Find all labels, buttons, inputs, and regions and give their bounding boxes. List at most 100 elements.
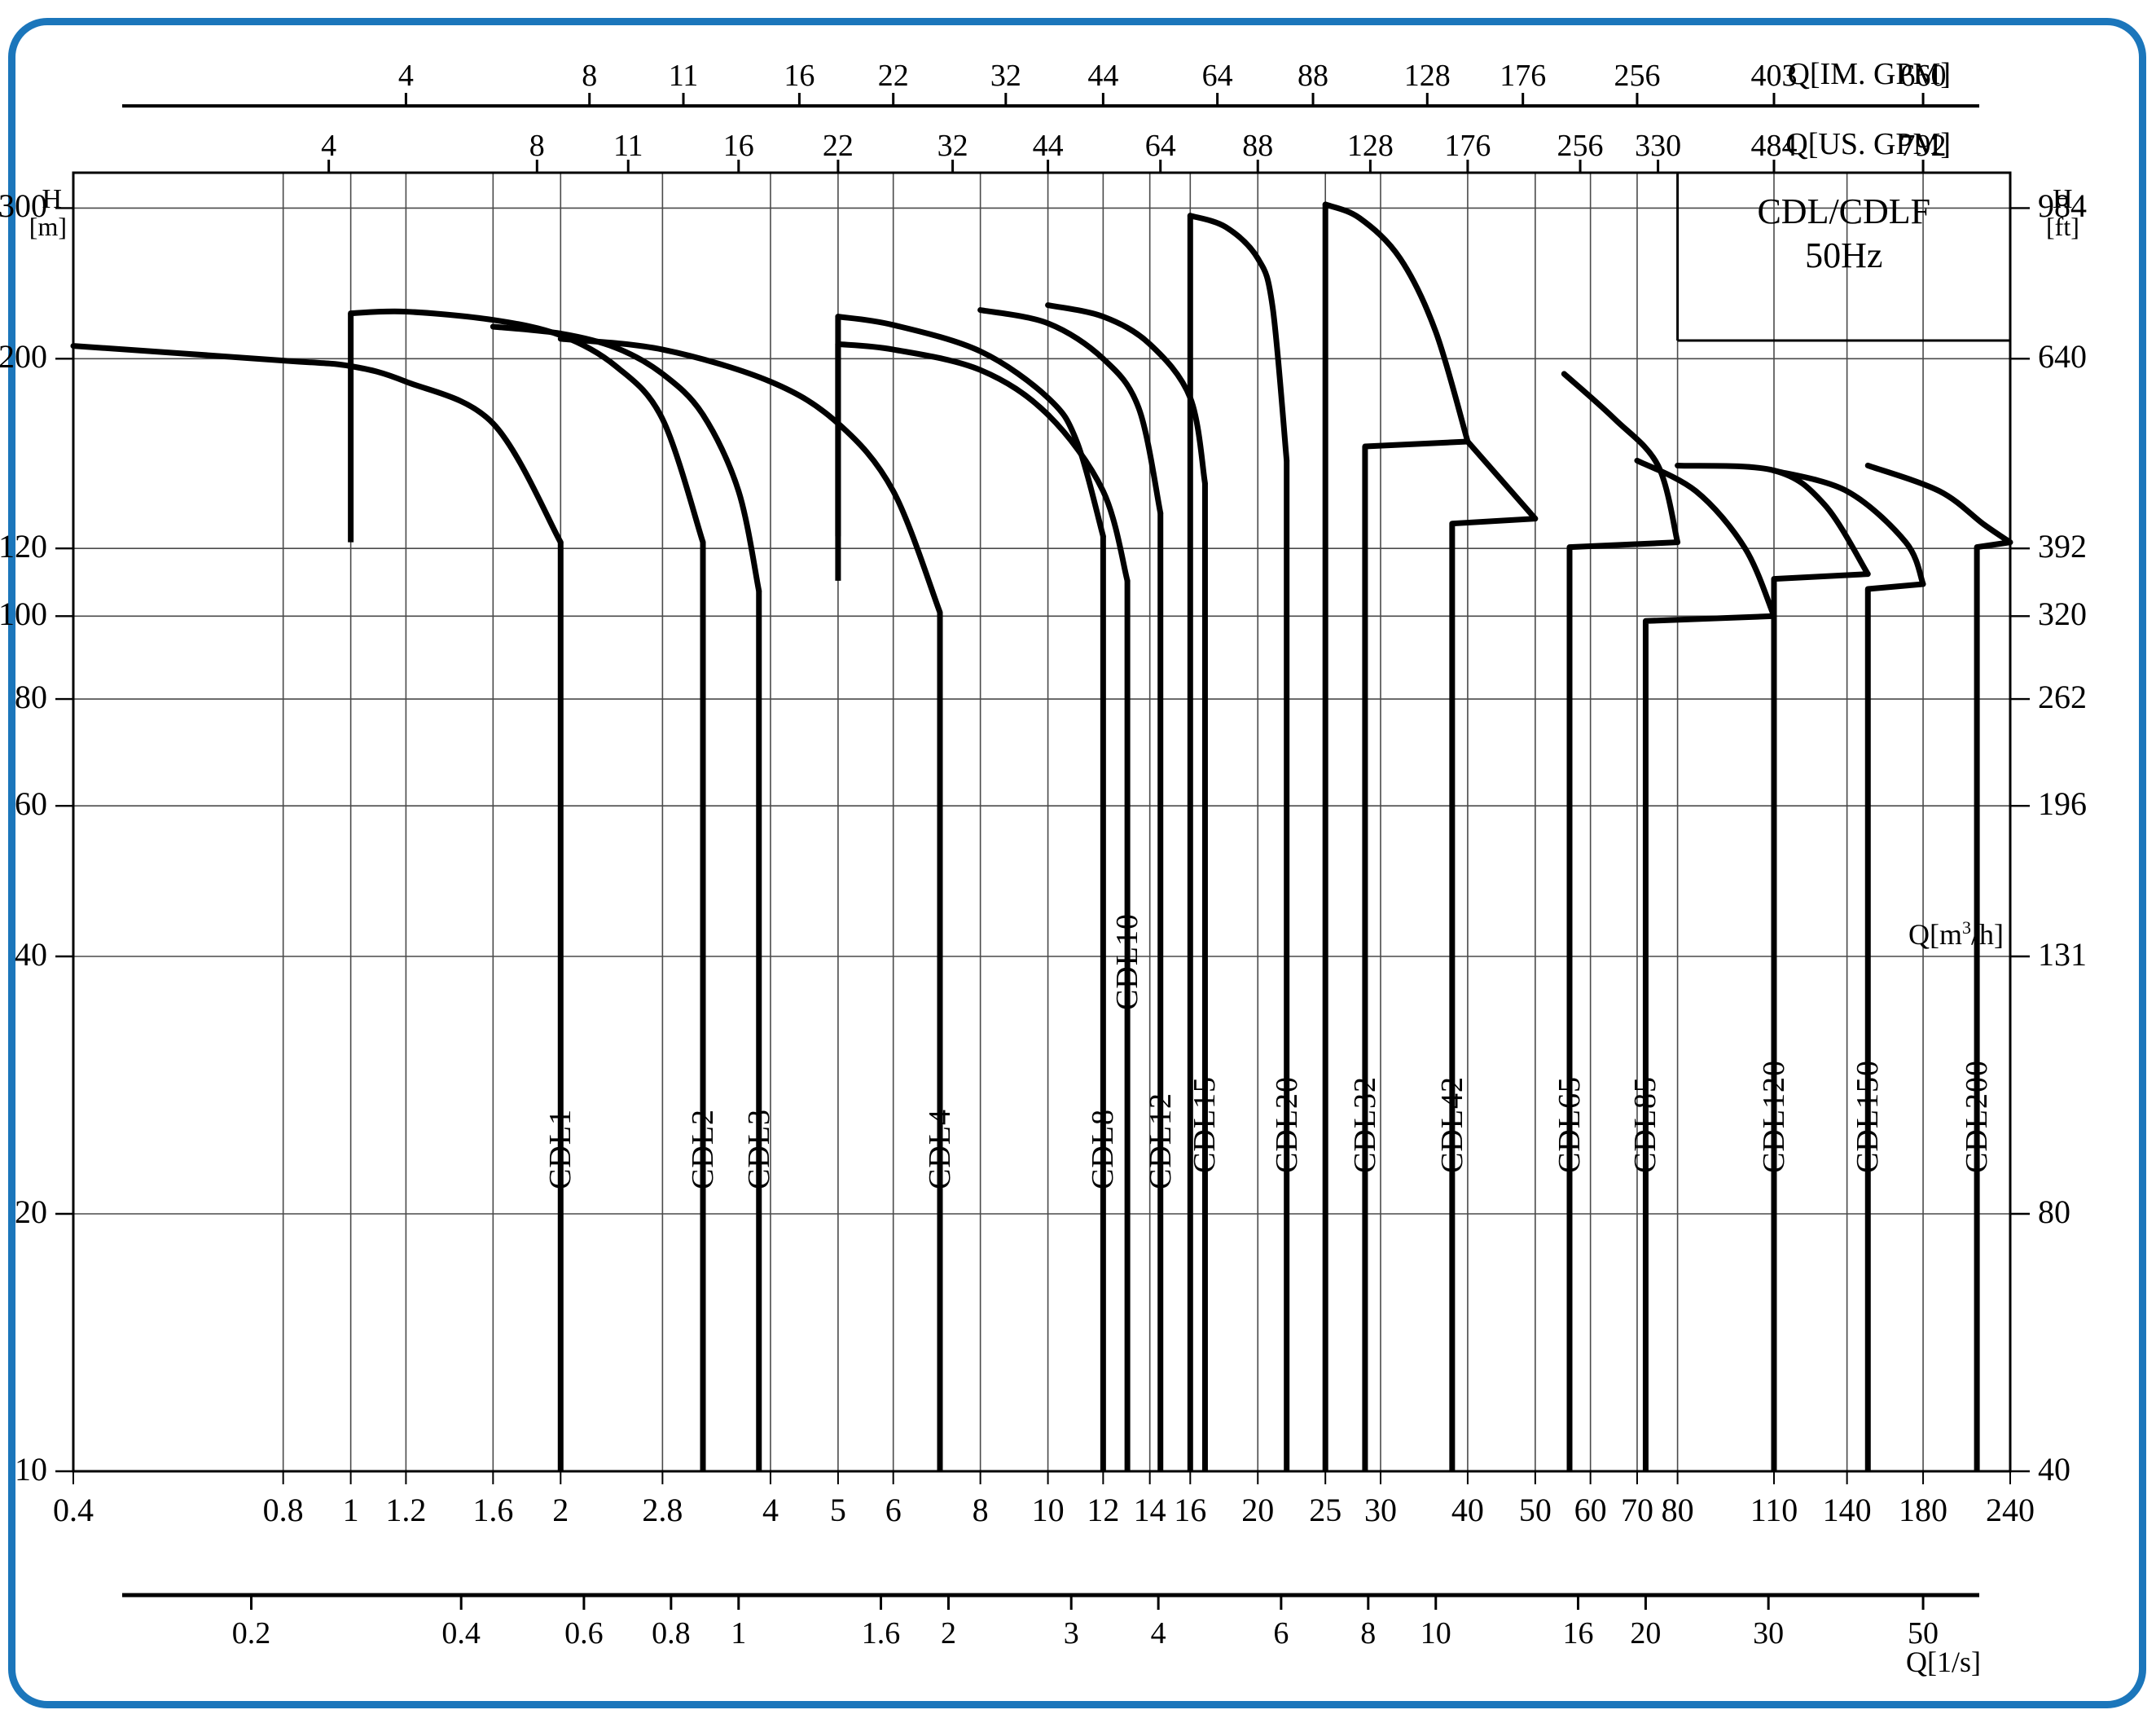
h-right-tick: 984 xyxy=(2038,187,2087,225)
q-ls-tick: 3 xyxy=(1063,1616,1079,1650)
h-right-tick: 131 xyxy=(2038,936,2087,973)
curve-label-cdl3: CDL3 xyxy=(741,1109,776,1189)
im-gpm-tick: 44 xyxy=(1087,59,1119,93)
q-ls-tick: 30 xyxy=(1753,1616,1785,1650)
q-ls-tick: 0.2 xyxy=(231,1616,271,1650)
q-m3h-tick: 110 xyxy=(1750,1492,1798,1528)
us-gpm-tick: 484 xyxy=(1750,129,1798,163)
q-m3h-tick: 2.8 xyxy=(642,1492,683,1528)
q-m3h-tick: 16 xyxy=(1174,1492,1207,1528)
pump-curve-cdl1 xyxy=(70,343,564,1471)
q-ls-tick: 0.6 xyxy=(564,1616,604,1650)
q-m3h-tick: 8 xyxy=(972,1492,989,1528)
pump-curve-cdl4 xyxy=(557,336,943,1471)
q-m3h-tick: 30 xyxy=(1363,1492,1397,1528)
im-gpm-tick: 8 xyxy=(582,59,598,93)
pump-curve-cdl32 xyxy=(1322,201,1471,1471)
pump-curve-cdl15 xyxy=(1045,302,1208,1471)
h-left-tick: 200 xyxy=(0,338,47,376)
curve-label-cdl20: CDL20 xyxy=(1269,1076,1304,1173)
q-ls-tick: 0.8 xyxy=(652,1616,691,1650)
im-gpm-tick: 32 xyxy=(990,59,1021,93)
curve-label-cdl85: CDL85 xyxy=(1628,1076,1663,1173)
h-right-tick: 196 xyxy=(2038,785,2087,823)
us-gpm-tick: 4 xyxy=(321,129,337,163)
page-border xyxy=(8,18,2146,1708)
curve-label-cdl42: CDL42 xyxy=(1434,1076,1469,1173)
us-gpm-tick: 88 xyxy=(1242,129,1274,163)
chart-title-line1: CDL/CDLF xyxy=(1757,191,1931,231)
h-left-tick: 10 xyxy=(15,1451,47,1488)
q-ls-axis-label: Q[1/s] xyxy=(1906,1646,1981,1678)
q-ls-tick: 50 xyxy=(1908,1616,1939,1650)
h-right-tick: 40 xyxy=(2038,1451,2070,1488)
q-ls-tick: 10 xyxy=(1420,1616,1451,1650)
im-gpm-tick: 88 xyxy=(1298,59,1329,93)
q-m3h-tick: 20 xyxy=(1241,1492,1275,1528)
q-ls-tick: 16 xyxy=(1562,1616,1594,1650)
us-gpm-tick: 176 xyxy=(1444,129,1491,163)
q-ls-tick: 4 xyxy=(1150,1616,1166,1650)
us-gpm-tick: 8 xyxy=(529,129,545,163)
h-left-tick: 100 xyxy=(0,596,47,633)
us-gpm-tick: 32 xyxy=(937,129,968,163)
q-m3h-axis-label: Q[m3/h] xyxy=(1908,917,2004,951)
im-gpm-tick: 22 xyxy=(877,59,909,93)
q-m3h-tick: 70 xyxy=(1620,1492,1653,1528)
curve-label-cdl65: CDL65 xyxy=(1552,1076,1587,1173)
q-m3h-tick: 5 xyxy=(829,1492,846,1528)
us-gpm-tick: 22 xyxy=(822,129,854,163)
curve-label-cdl2: CDL2 xyxy=(686,1109,720,1189)
q-m3h-tick: 2 xyxy=(552,1492,569,1528)
us-gpm-tick: 128 xyxy=(1346,129,1394,163)
q-m3h-tick: 60 xyxy=(1574,1492,1607,1528)
h-left-tick: 40 xyxy=(15,936,47,973)
us-gpm-tick: 64 xyxy=(1144,129,1176,163)
curve-label-cdl150: CDL150 xyxy=(1851,1060,1886,1173)
us-gpm-axis-label: Q[US. GPM] xyxy=(1785,127,1951,161)
pump-curve-cdl65 xyxy=(1561,371,1681,1471)
h-right-tick: 640 xyxy=(2038,338,2087,376)
curve-label-cdl10: CDL10 xyxy=(1110,913,1145,1010)
q-m3h-tick: 1.2 xyxy=(385,1492,427,1528)
im-gpm-tick: 660 xyxy=(1899,59,1947,93)
h-right-tick: 320 xyxy=(2038,596,2087,633)
h-left-axis-unit: [m] xyxy=(29,212,67,241)
q-m3h-tick: 140 xyxy=(1822,1492,1872,1528)
us-gpm-tick: 16 xyxy=(722,129,754,163)
q-ls-tick: 8 xyxy=(1360,1616,1377,1650)
pump-curve-cdl85 xyxy=(1634,457,1777,1471)
curve-label-cdl15: CDL15 xyxy=(1188,1076,1223,1173)
h-right-tick: 262 xyxy=(2038,679,2087,716)
curve-label-cdl200: CDL200 xyxy=(1960,1060,1995,1173)
h-right-tick: 392 xyxy=(2038,528,2087,565)
im-gpm-tick: 128 xyxy=(1403,59,1451,93)
q-m3h-tick: 10 xyxy=(1031,1492,1065,1528)
pump-curve-cdl12 xyxy=(977,307,1164,1471)
q-m3h-tick: 12 xyxy=(1087,1492,1120,1528)
im-gpm-tick: 403 xyxy=(1750,59,1798,93)
chart-title-line2: 50Hz xyxy=(1805,235,1883,275)
us-gpm-tick: 792 xyxy=(1899,129,1947,163)
h-left-axis-label: H xyxy=(42,184,62,214)
curve-label-cdl32: CDL32 xyxy=(1347,1076,1382,1173)
curve-label-cdl4: CDL4 xyxy=(922,1109,957,1189)
q-m3h-tick: 0.8 xyxy=(262,1492,304,1528)
im-gpm-tick: 16 xyxy=(784,59,815,93)
q-m3h-tick: 14 xyxy=(1133,1492,1166,1528)
h-left-tick: 80 xyxy=(15,679,47,716)
q-m3h-tick: 80 xyxy=(1661,1492,1694,1528)
im-gpm-axis-label: Q[IM. GPM] xyxy=(1787,57,1951,91)
h-right-axis-label: H xyxy=(2053,184,2073,214)
pump-curve-cdl42 xyxy=(1449,438,1539,1471)
curve-label-cdl12: CDL12 xyxy=(1143,1092,1178,1189)
h-left-tick: 300 xyxy=(0,187,47,225)
h-left-tick: 20 xyxy=(15,1193,47,1230)
curve-label-cdl120: CDL120 xyxy=(1756,1060,1791,1173)
pump-curve-cdl8 xyxy=(835,314,1106,1471)
pump-curve-cdl10 xyxy=(835,341,1131,1471)
pump-curve-cdl200 xyxy=(1864,462,2013,1471)
im-gpm-tick: 11 xyxy=(668,59,699,93)
h-left-tick: 120 xyxy=(0,528,47,565)
